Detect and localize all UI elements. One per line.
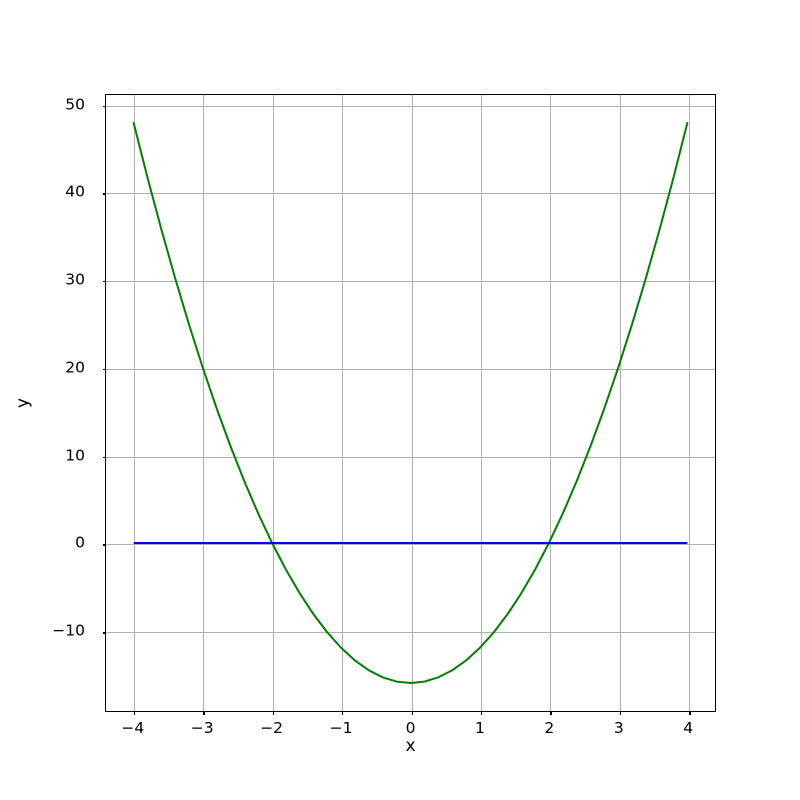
curve-quadratic bbox=[132, 122, 689, 684]
y-tick-label: 20 bbox=[65, 358, 85, 377]
gridline-vertical bbox=[203, 95, 205, 711]
x-axis-label: x bbox=[405, 736, 416, 756]
gridline-vertical bbox=[550, 95, 552, 711]
gridline-horizontal bbox=[106, 632, 715, 634]
gridline-vertical bbox=[133, 95, 135, 711]
x-tick-label: 2 bbox=[544, 719, 555, 737]
gridline-vertical bbox=[689, 95, 691, 711]
gridline-vertical bbox=[619, 95, 621, 711]
y-tick-mark bbox=[102, 456, 106, 458]
y-tick-label: 10 bbox=[65, 445, 85, 464]
gridline-horizontal bbox=[106, 456, 715, 458]
y-tick-label: 30 bbox=[65, 270, 85, 289]
x-tick-mark bbox=[689, 711, 691, 715]
x-tick-mark bbox=[619, 711, 622, 715]
gridline-vertical bbox=[342, 95, 344, 711]
y-tick-mark bbox=[102, 632, 106, 634]
y-tick-label: 50 bbox=[65, 94, 85, 113]
plot-area bbox=[106, 95, 715, 711]
y-tick-label: 0 bbox=[75, 533, 85, 552]
x-tick-label: 0 bbox=[405, 719, 416, 737]
gridline-vertical bbox=[411, 95, 413, 711]
x-tick-label: 3 bbox=[613, 719, 624, 737]
plot-axes bbox=[102, 94, 716, 715]
gridline-horizontal bbox=[106, 193, 715, 195]
y-tick-mark bbox=[102, 105, 106, 107]
x-tick-mark bbox=[342, 711, 344, 715]
gridline-horizontal bbox=[106, 105, 715, 107]
data-curves bbox=[132, 122, 689, 684]
y-tick-mark bbox=[102, 544, 106, 546]
y-tick-label: 40 bbox=[65, 182, 85, 201]
x-tick-mark bbox=[411, 711, 413, 715]
x-tick-label: −3 bbox=[190, 719, 214, 737]
x-tick-label: −4 bbox=[121, 719, 145, 737]
gridline-vertical bbox=[480, 95, 482, 711]
gridline-horizontal bbox=[106, 368, 715, 370]
x-tick-mark bbox=[203, 711, 205, 715]
x-tick-label: 4 bbox=[683, 719, 694, 737]
y-tick-label: −10 bbox=[52, 621, 85, 640]
x-tick-mark bbox=[480, 711, 483, 715]
x-tick-label: −2 bbox=[260, 719, 284, 737]
x-tick-labels: −4 −3 −2 −1 0 1 2 3 4 bbox=[105, 712, 716, 752]
y-tick-labels: 50 40 30 20 10 0 −10 bbox=[0, 94, 95, 712]
gridline-horizontal bbox=[106, 281, 715, 283]
gridline-horizontal bbox=[106, 544, 715, 546]
y-tick-mark bbox=[102, 368, 106, 371]
x-tick-mark bbox=[272, 711, 274, 715]
y-tick-mark bbox=[102, 281, 106, 283]
y-axis-label: y bbox=[13, 397, 33, 409]
gridline-vertical bbox=[272, 95, 274, 711]
x-tick-mark bbox=[550, 711, 552, 715]
x-tick-label: −1 bbox=[329, 719, 353, 737]
x-tick-mark bbox=[133, 711, 136, 715]
y-tick-mark bbox=[102, 193, 106, 195]
x-tick-label: 1 bbox=[474, 719, 485, 737]
